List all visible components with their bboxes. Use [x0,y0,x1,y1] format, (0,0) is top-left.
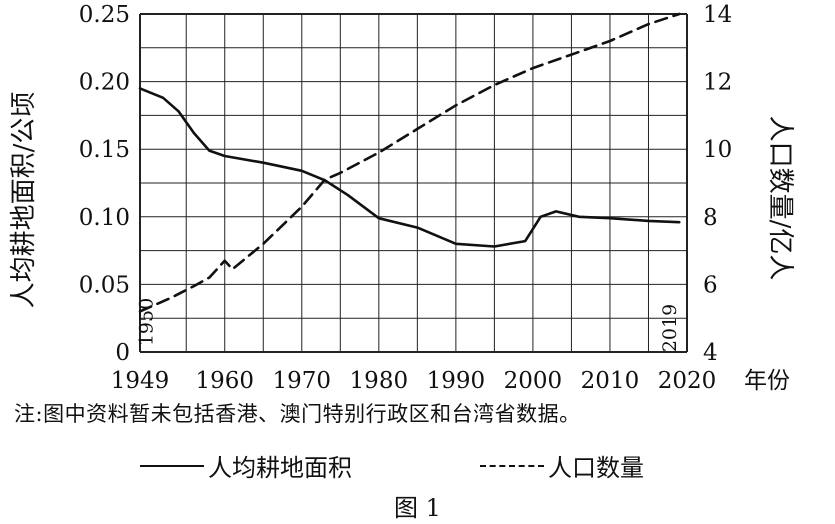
x-tick-label: 2010 [581,368,640,394]
chart-canvas: 0 0.05 0.10 0.15 0.20 0.25 4 6 8 10 12 14 1949 1960 19… [9,2,795,394]
x-tick-label: 1990 [427,368,486,394]
y-left-axis-label: 人均耕地面积/公顷 [9,92,39,309]
series-line-arable-land [138,87,681,248]
chart-lines [138,12,681,313]
chart-grid [139,13,688,353]
chart-labels: 0 0.05 0.10 0.15 0.20 0.25 4 6 8 10 12 14 1949 1960 19… [9,2,795,394]
legend-label-population: 人口数量 [548,454,644,482]
y-left-tick-label: 0 [115,340,130,366]
y-left-tick-label: 0.20 [79,70,130,96]
y-left-tick-label: 0.15 [79,137,130,163]
y-right-tick-label: 14 [703,2,732,28]
legend-dashed-swatch [480,464,544,467]
y-left-tick-label: 0.10 [79,205,130,231]
year-annotation: 2019 [659,304,681,352]
legend-solid-swatch [140,464,204,467]
y-right-axis-label: 人口数量/亿人 [765,116,795,281]
figure-caption: 图 1 [394,494,441,522]
x-tick-label: 1960 [195,368,254,394]
legend-label-arable-land: 人均耕地面积 [208,454,352,482]
y-left-tick-label: 0.05 [79,272,130,298]
y-right-tick-label: 8 [703,205,718,231]
y-right-tick-label: 10 [703,137,732,163]
x-tick-label: 2020 [658,368,717,394]
x-tick-label: 1970 [273,368,332,394]
chart-note: 注:图中资料暂未包括香港、澳门特别行政区和台湾省数据。 [14,402,581,426]
x-tick-label: 1980 [350,368,409,394]
y-left-tick-label: 0.25 [79,2,130,28]
x-axis-unit: 年份 [744,368,790,394]
y-right-tick-label: 4 [703,340,718,366]
legend-item-population: 人口数量 [480,448,644,483]
y-right-tick-label: 12 [703,70,732,96]
series-line-population [138,12,681,313]
legend-item-arable-land: 人均耕地面积 [140,448,352,483]
x-tick-label: 1949 [111,368,170,394]
x-tick-label: 2000 [504,368,563,394]
y-right-tick-label: 6 [703,272,718,298]
year-annotation: 1950 [135,298,157,346]
